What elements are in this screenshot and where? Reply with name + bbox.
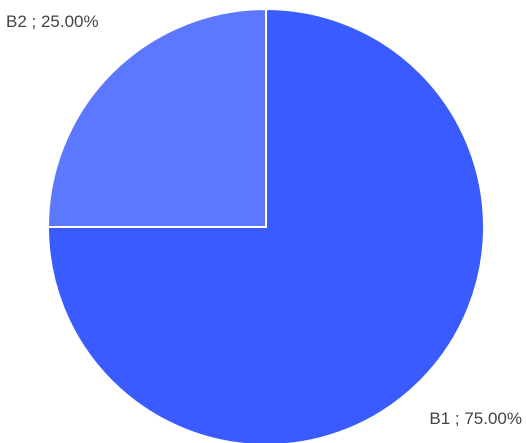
pie-slice-b2 [46,7,267,228]
pie-labels: B1 ; 75.00% B2 ; 25.00% [6,12,522,428]
slice-label-b1: B1 ; 75.00% [429,409,522,428]
pie-slices [46,7,485,443]
slice-label-b2: B2 ; 25.00% [6,12,99,31]
